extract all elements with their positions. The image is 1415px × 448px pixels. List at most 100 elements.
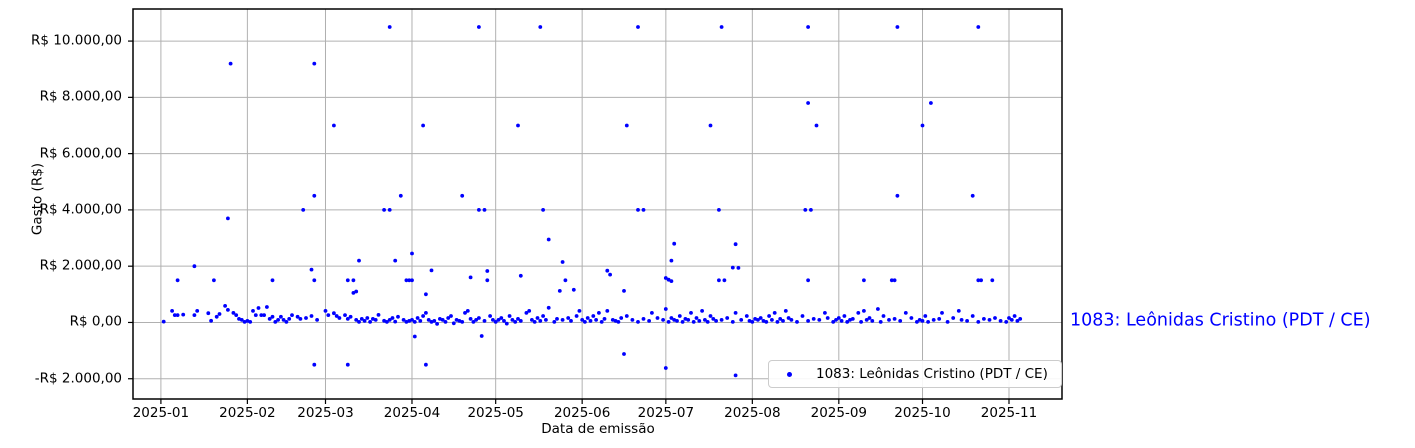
scatter-point <box>376 313 381 317</box>
scatter-point <box>323 309 328 313</box>
scatter-point <box>1018 317 1023 321</box>
scatter-point <box>686 318 691 322</box>
scatter-point <box>309 267 314 272</box>
scatter-point <box>465 309 470 313</box>
scatter-point <box>672 241 677 246</box>
scatter-point <box>677 314 682 318</box>
scatter-point <box>555 317 559 321</box>
scatter-point <box>889 278 894 283</box>
scatter-point <box>228 61 233 66</box>
scatter-point <box>552 320 557 324</box>
scatter-point <box>733 242 738 247</box>
scatter-point <box>831 320 836 324</box>
scatter-point <box>641 317 646 321</box>
scatter-point <box>226 216 230 221</box>
scatter-point <box>663 307 668 311</box>
scatter-point <box>239 318 244 322</box>
scatter-point <box>451 321 456 326</box>
scatter-point <box>577 309 582 313</box>
scatter-point <box>410 318 414 322</box>
scatter-point <box>175 278 180 283</box>
scatter-point <box>231 311 236 315</box>
scatter-point <box>817 318 822 322</box>
scatter-point <box>661 318 665 322</box>
x-tick-label: 2025-02 <box>219 405 276 421</box>
scatter-point <box>597 311 601 315</box>
scatter-point <box>809 208 813 212</box>
x-axis-title: Data de emissão <box>541 421 655 437</box>
x-tick-label: 2025-10 <box>894 405 951 421</box>
scatter-point <box>970 314 975 318</box>
scatter-point <box>398 193 403 198</box>
scatter-point <box>1015 319 1020 323</box>
scatter-point <box>482 319 487 323</box>
scatter-point <box>424 292 428 297</box>
scatter-point <box>435 322 439 326</box>
scatter-point <box>415 316 420 320</box>
scatter-point <box>298 317 303 321</box>
scatter-point <box>368 320 372 324</box>
scatter-point <box>756 318 760 322</box>
scatter-point <box>387 318 392 322</box>
scatter-point <box>449 314 453 318</box>
scatter-point <box>345 317 350 321</box>
x-tick-label: 2025-06 <box>553 405 611 421</box>
scatter-point <box>691 320 696 324</box>
scatter-point <box>588 319 593 323</box>
scatter-point <box>806 319 810 323</box>
scatter-point <box>714 319 718 323</box>
scatter-point <box>560 260 565 264</box>
scatter-point <box>527 309 532 313</box>
x-tick-label: 2025-09 <box>810 405 868 421</box>
scatter-point <box>192 264 197 269</box>
scatter-point <box>315 318 319 322</box>
scatter-point <box>312 61 317 66</box>
scatter-point <box>641 208 646 212</box>
scatter-point <box>351 291 356 295</box>
scatter-point <box>226 308 230 312</box>
scatter-point <box>937 317 942 321</box>
scatter-point <box>845 320 850 324</box>
legend: 1083: Leônidas Cristino (PDT / CE) <box>768 360 1062 388</box>
scatter-point <box>304 316 308 320</box>
scatter-point <box>418 319 423 323</box>
x-tick-label: 2025-05 <box>467 405 524 421</box>
scatter-point <box>725 316 730 320</box>
scatter-point <box>764 320 769 324</box>
scatter-point <box>410 278 414 283</box>
scatter-point <box>181 312 186 317</box>
scatter-point <box>842 314 847 318</box>
scatter-point <box>825 316 830 320</box>
scatter-point <box>624 123 629 128</box>
scatter-point <box>510 318 515 322</box>
scatter-point <box>357 320 361 324</box>
scatter-point <box>744 314 749 318</box>
scatter-point <box>717 278 721 283</box>
scatter-point <box>599 320 604 324</box>
scatter-point <box>669 316 674 320</box>
scatter-point <box>560 318 565 322</box>
scatter-point <box>516 123 520 128</box>
scatter-point <box>460 193 465 198</box>
y-tick-label: R$ 10.000,00 <box>31 32 122 49</box>
scatter-point <box>605 309 610 313</box>
scatter-point <box>546 305 551 310</box>
scatter-point <box>775 320 780 324</box>
scatter-point <box>387 208 392 212</box>
scatter-point <box>585 316 590 320</box>
scatter-point <box>976 278 981 283</box>
scatter-point <box>507 314 512 318</box>
scatter-point <box>412 334 417 339</box>
scatter-point <box>663 366 668 370</box>
scatter-point <box>663 276 668 280</box>
scatter-point <box>524 311 529 315</box>
scatter-point <box>619 316 624 320</box>
x-tick-label: 2025-11 <box>980 405 1038 421</box>
scatter-point <box>666 277 671 282</box>
scatter-point <box>881 314 886 318</box>
legend-marker-dot-icon <box>787 371 792 377</box>
scatter-point <box>669 279 674 283</box>
scatter-point <box>538 319 543 323</box>
scatter-point <box>1009 318 1014 322</box>
x-tick-label: 2025-07 <box>637 405 695 421</box>
